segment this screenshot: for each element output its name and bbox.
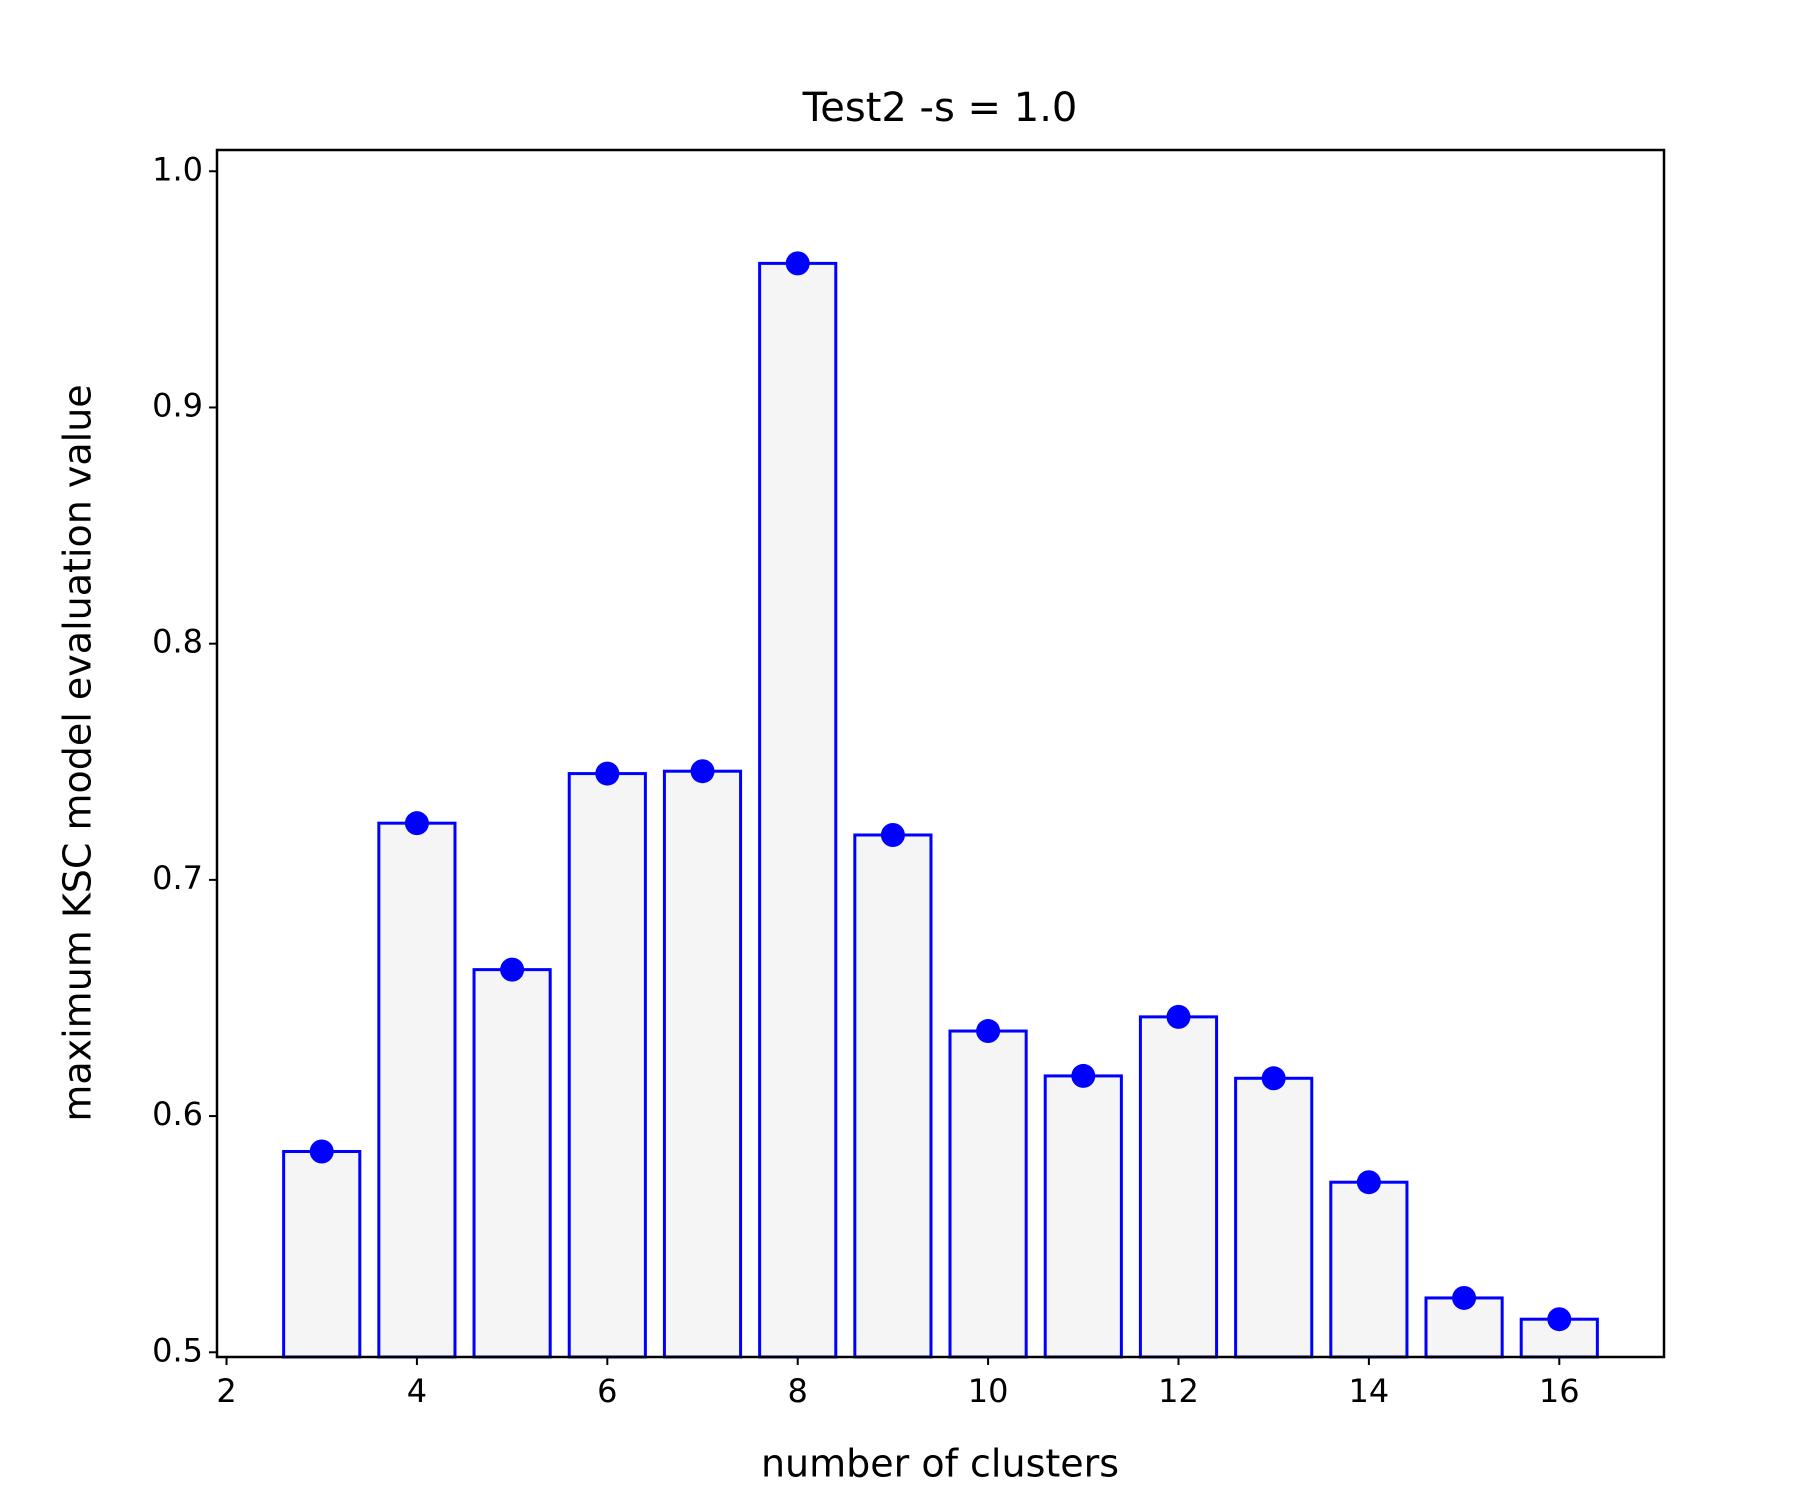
y-tick-label: 0.5 — [152, 1331, 203, 1369]
marker — [1071, 1063, 1096, 1088]
marker — [690, 759, 715, 784]
marker — [595, 761, 620, 786]
x-tick-label: 12 — [1158, 1372, 1199, 1410]
bar — [567, 772, 647, 1359]
marker — [880, 822, 905, 847]
bar — [282, 1150, 362, 1359]
x-tick-label: 14 — [1349, 1372, 1390, 1410]
marker — [1452, 1285, 1477, 1310]
bar — [758, 261, 838, 1359]
bar — [948, 1029, 1028, 1359]
bar — [1043, 1074, 1123, 1359]
y-tick-label: 0.8 — [152, 623, 203, 661]
bar — [377, 821, 457, 1359]
y-tick-label: 0.7 — [152, 859, 203, 897]
plot-frame — [215, 148, 1666, 1359]
y-axis-label: maximum KSC model evaluation value — [56, 384, 100, 1121]
marker — [1261, 1066, 1286, 1091]
marker — [309, 1139, 334, 1164]
marker — [404, 811, 429, 836]
bar — [1138, 1015, 1219, 1359]
bar — [1329, 1180, 1409, 1359]
marker — [500, 957, 525, 982]
x-tick-label: 2 — [216, 1372, 236, 1410]
bar — [1234, 1076, 1314, 1359]
x-axis-label: number of clusters — [761, 1442, 1119, 1486]
x-tick-label: 6 — [597, 1372, 617, 1410]
x-tick-label: 10 — [968, 1372, 1009, 1410]
bar — [853, 833, 933, 1359]
marker — [785, 251, 810, 276]
x-tick-label: 4 — [407, 1372, 427, 1410]
bar — [472, 968, 552, 1359]
x-tick-label: 16 — [1539, 1372, 1580, 1410]
y-tick-label: 0.6 — [152, 1095, 203, 1133]
y-tick-label: 1.0 — [152, 150, 203, 188]
marker — [976, 1019, 1001, 1044]
marker — [1547, 1307, 1572, 1332]
x-tick-label: 8 — [788, 1372, 808, 1410]
chart-title: Test2 -s = 1.0 — [802, 85, 1078, 131]
marker — [1166, 1004, 1191, 1029]
marker — [1356, 1170, 1381, 1195]
bar — [662, 769, 743, 1359]
y-tick-label: 0.9 — [152, 386, 203, 424]
